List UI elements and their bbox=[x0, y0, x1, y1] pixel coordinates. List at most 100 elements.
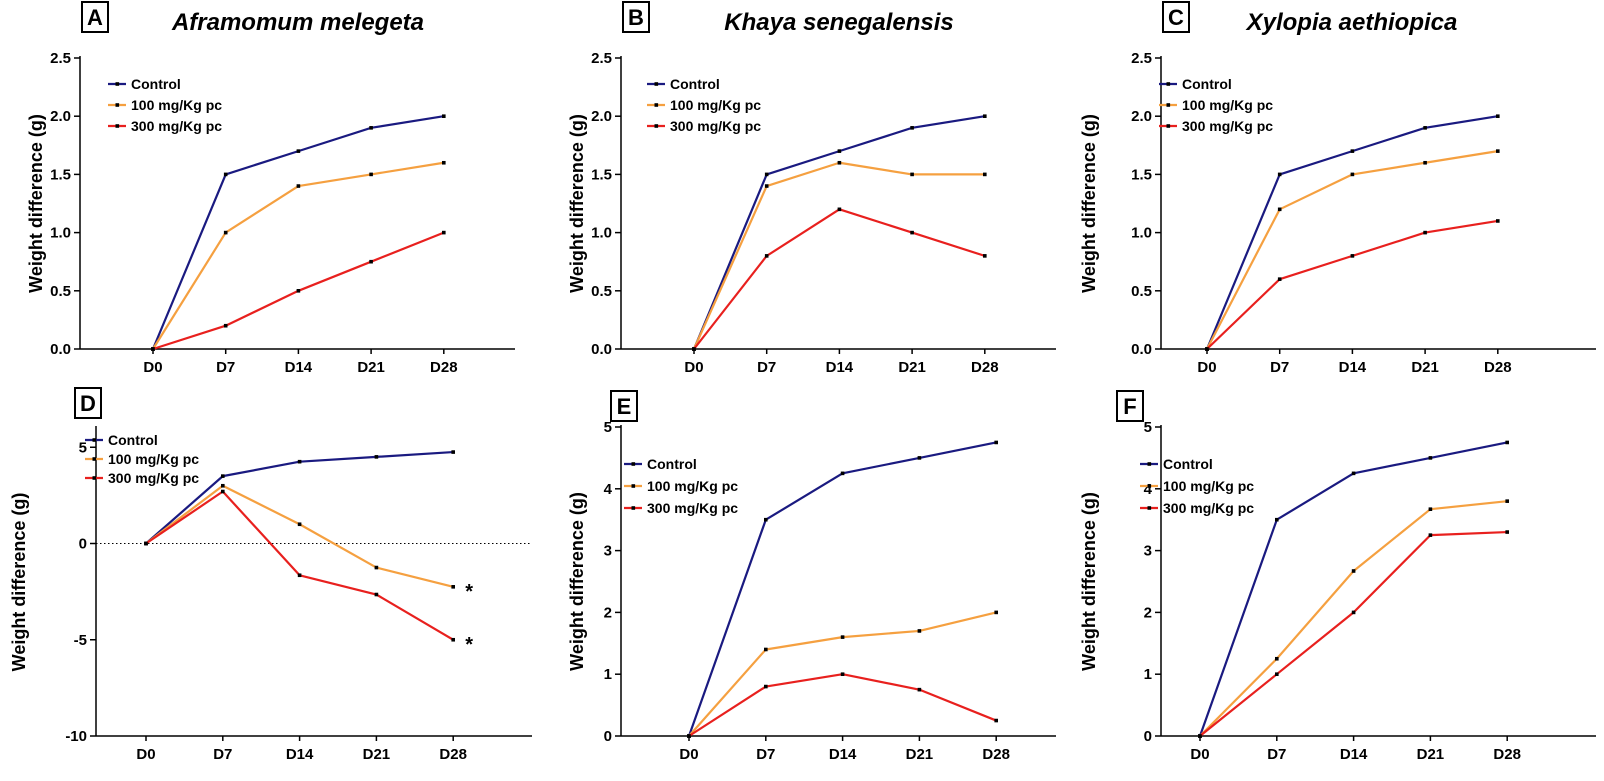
x-tick-label: D28 bbox=[430, 359, 458, 376]
legend-marker bbox=[1166, 103, 1171, 107]
legend-marker bbox=[654, 103, 659, 107]
y-axis-label: Weight difference (g) bbox=[567, 492, 587, 671]
legend-marker bbox=[115, 82, 120, 86]
data-point bbox=[223, 323, 228, 328]
data-point bbox=[144, 541, 148, 546]
panel-d: D -10 -5 0 5 D0 D7 D14 D21 D28 Weight difference (… bbox=[9, 387, 532, 763]
data-point bbox=[840, 635, 845, 639]
data-point bbox=[692, 347, 696, 351]
panel-letter-box bbox=[1162, 1, 1190, 33]
data-point bbox=[1423, 160, 1427, 165]
y-tick-label: 3 bbox=[604, 543, 612, 560]
significance-marker: * bbox=[465, 634, 473, 656]
data-point bbox=[369, 126, 373, 130]
y-tick-label: 3 bbox=[1144, 543, 1152, 560]
significance-marker: * bbox=[465, 581, 473, 603]
y-tick-label: 2.5 bbox=[1131, 50, 1152, 67]
data-point bbox=[1277, 277, 1282, 281]
y-tick-label: 1.0 bbox=[1131, 225, 1152, 242]
data-point bbox=[442, 160, 446, 165]
y-tick-label: 0 bbox=[79, 536, 87, 553]
y-tick-label: 1 bbox=[604, 666, 612, 683]
y-tick-label: 1.0 bbox=[50, 225, 71, 242]
y-axis-label: Weight difference (g) bbox=[567, 114, 587, 293]
legend-marker bbox=[92, 476, 97, 480]
y-tick-label: 1.5 bbox=[50, 166, 71, 183]
x-tick-label: D14 bbox=[829, 746, 857, 763]
legend-marker bbox=[115, 103, 120, 107]
data-point bbox=[442, 230, 446, 235]
data-point bbox=[1351, 610, 1356, 615]
data-point bbox=[983, 254, 987, 258]
data-point bbox=[1428, 456, 1433, 460]
data-point bbox=[910, 230, 914, 235]
panel-letter-box bbox=[81, 1, 109, 33]
series-line-1 bbox=[145, 484, 454, 588]
data-point bbox=[296, 184, 301, 188]
legend-label: 300 mg/Kg pc bbox=[670, 118, 761, 134]
panel-letter: C bbox=[1168, 5, 1184, 30]
legend-label: Control bbox=[131, 76, 181, 92]
legend-label: Control bbox=[108, 432, 158, 448]
y-tick-label: 1 bbox=[1144, 666, 1152, 683]
panel-c: C Xylopia aethiopica 0.0 0.5 1.0 1.5 2.0 2.5 D0 D… bbox=[1079, 1, 1596, 376]
data-point bbox=[451, 637, 455, 642]
x-tick-label: D7 bbox=[1270, 359, 1289, 376]
legend-marker bbox=[1147, 484, 1152, 488]
panel-letter-box bbox=[622, 1, 650, 33]
legend-label: 100 mg/Kg pc bbox=[647, 478, 738, 494]
data-point bbox=[837, 207, 842, 212]
legend-marker bbox=[654, 124, 659, 128]
legend-label: 100 mg/Kg pc bbox=[1163, 478, 1254, 494]
data-point bbox=[451, 450, 455, 454]
x-tick-label: D21 bbox=[1411, 359, 1439, 376]
legend-marker bbox=[1147, 462, 1152, 466]
data-point bbox=[994, 718, 998, 723]
data-point bbox=[296, 289, 301, 293]
data-point bbox=[297, 573, 302, 578]
panel-letter: E bbox=[617, 394, 632, 419]
x-tick-label: D0 bbox=[1197, 359, 1216, 376]
x-tick-label: D7 bbox=[1267, 746, 1286, 763]
x-tick-label: D14 bbox=[826, 359, 854, 376]
data-point bbox=[764, 184, 769, 188]
data-point bbox=[369, 259, 373, 264]
legend-marker bbox=[1166, 82, 1171, 86]
data-point bbox=[983, 114, 987, 118]
y-tick-label: 0 bbox=[604, 728, 612, 745]
legend-label: 100 mg/Kg pc bbox=[131, 97, 222, 113]
y-axis-label: Weight difference (g) bbox=[9, 493, 29, 672]
legend-label: Control bbox=[1182, 76, 1232, 92]
x-tick-label: D21 bbox=[1417, 746, 1445, 763]
data-point bbox=[910, 126, 914, 130]
x-tick-label: D14 bbox=[1339, 359, 1367, 376]
data-point bbox=[840, 471, 845, 476]
data-point bbox=[764, 684, 768, 689]
panel-title: Aframomum melegeta bbox=[171, 9, 424, 36]
legend-label: Control bbox=[1163, 456, 1213, 472]
legend-marker bbox=[631, 484, 636, 488]
data-point bbox=[910, 172, 914, 177]
y-axis-label: Weight difference (g) bbox=[1079, 114, 1099, 293]
x-tick-label: D0 bbox=[136, 746, 155, 763]
legend-label: 300 mg/Kg pc bbox=[647, 500, 738, 516]
x-tick-label: D21 bbox=[898, 359, 926, 376]
legend-marker bbox=[115, 124, 120, 128]
data-point bbox=[1428, 533, 1433, 537]
series-line-1 bbox=[692, 161, 985, 350]
legend-label: 100 mg/Kg pc bbox=[108, 451, 199, 467]
x-tick-label: D7 bbox=[757, 359, 776, 376]
data-point bbox=[1275, 672, 1279, 676]
data-point bbox=[1505, 440, 1509, 445]
data-point bbox=[296, 149, 301, 153]
data-point bbox=[1496, 114, 1500, 118]
x-tick-label: D21 bbox=[906, 746, 934, 763]
legend-marker bbox=[92, 438, 97, 442]
legend-label: 100 mg/Kg pc bbox=[670, 97, 761, 113]
data-point bbox=[764, 254, 769, 258]
y-tick-label: -5 bbox=[74, 632, 87, 649]
data-point bbox=[1423, 126, 1427, 130]
y-tick-label: 2 bbox=[1144, 604, 1152, 621]
data-point bbox=[223, 230, 228, 235]
data-point bbox=[1198, 734, 1202, 738]
